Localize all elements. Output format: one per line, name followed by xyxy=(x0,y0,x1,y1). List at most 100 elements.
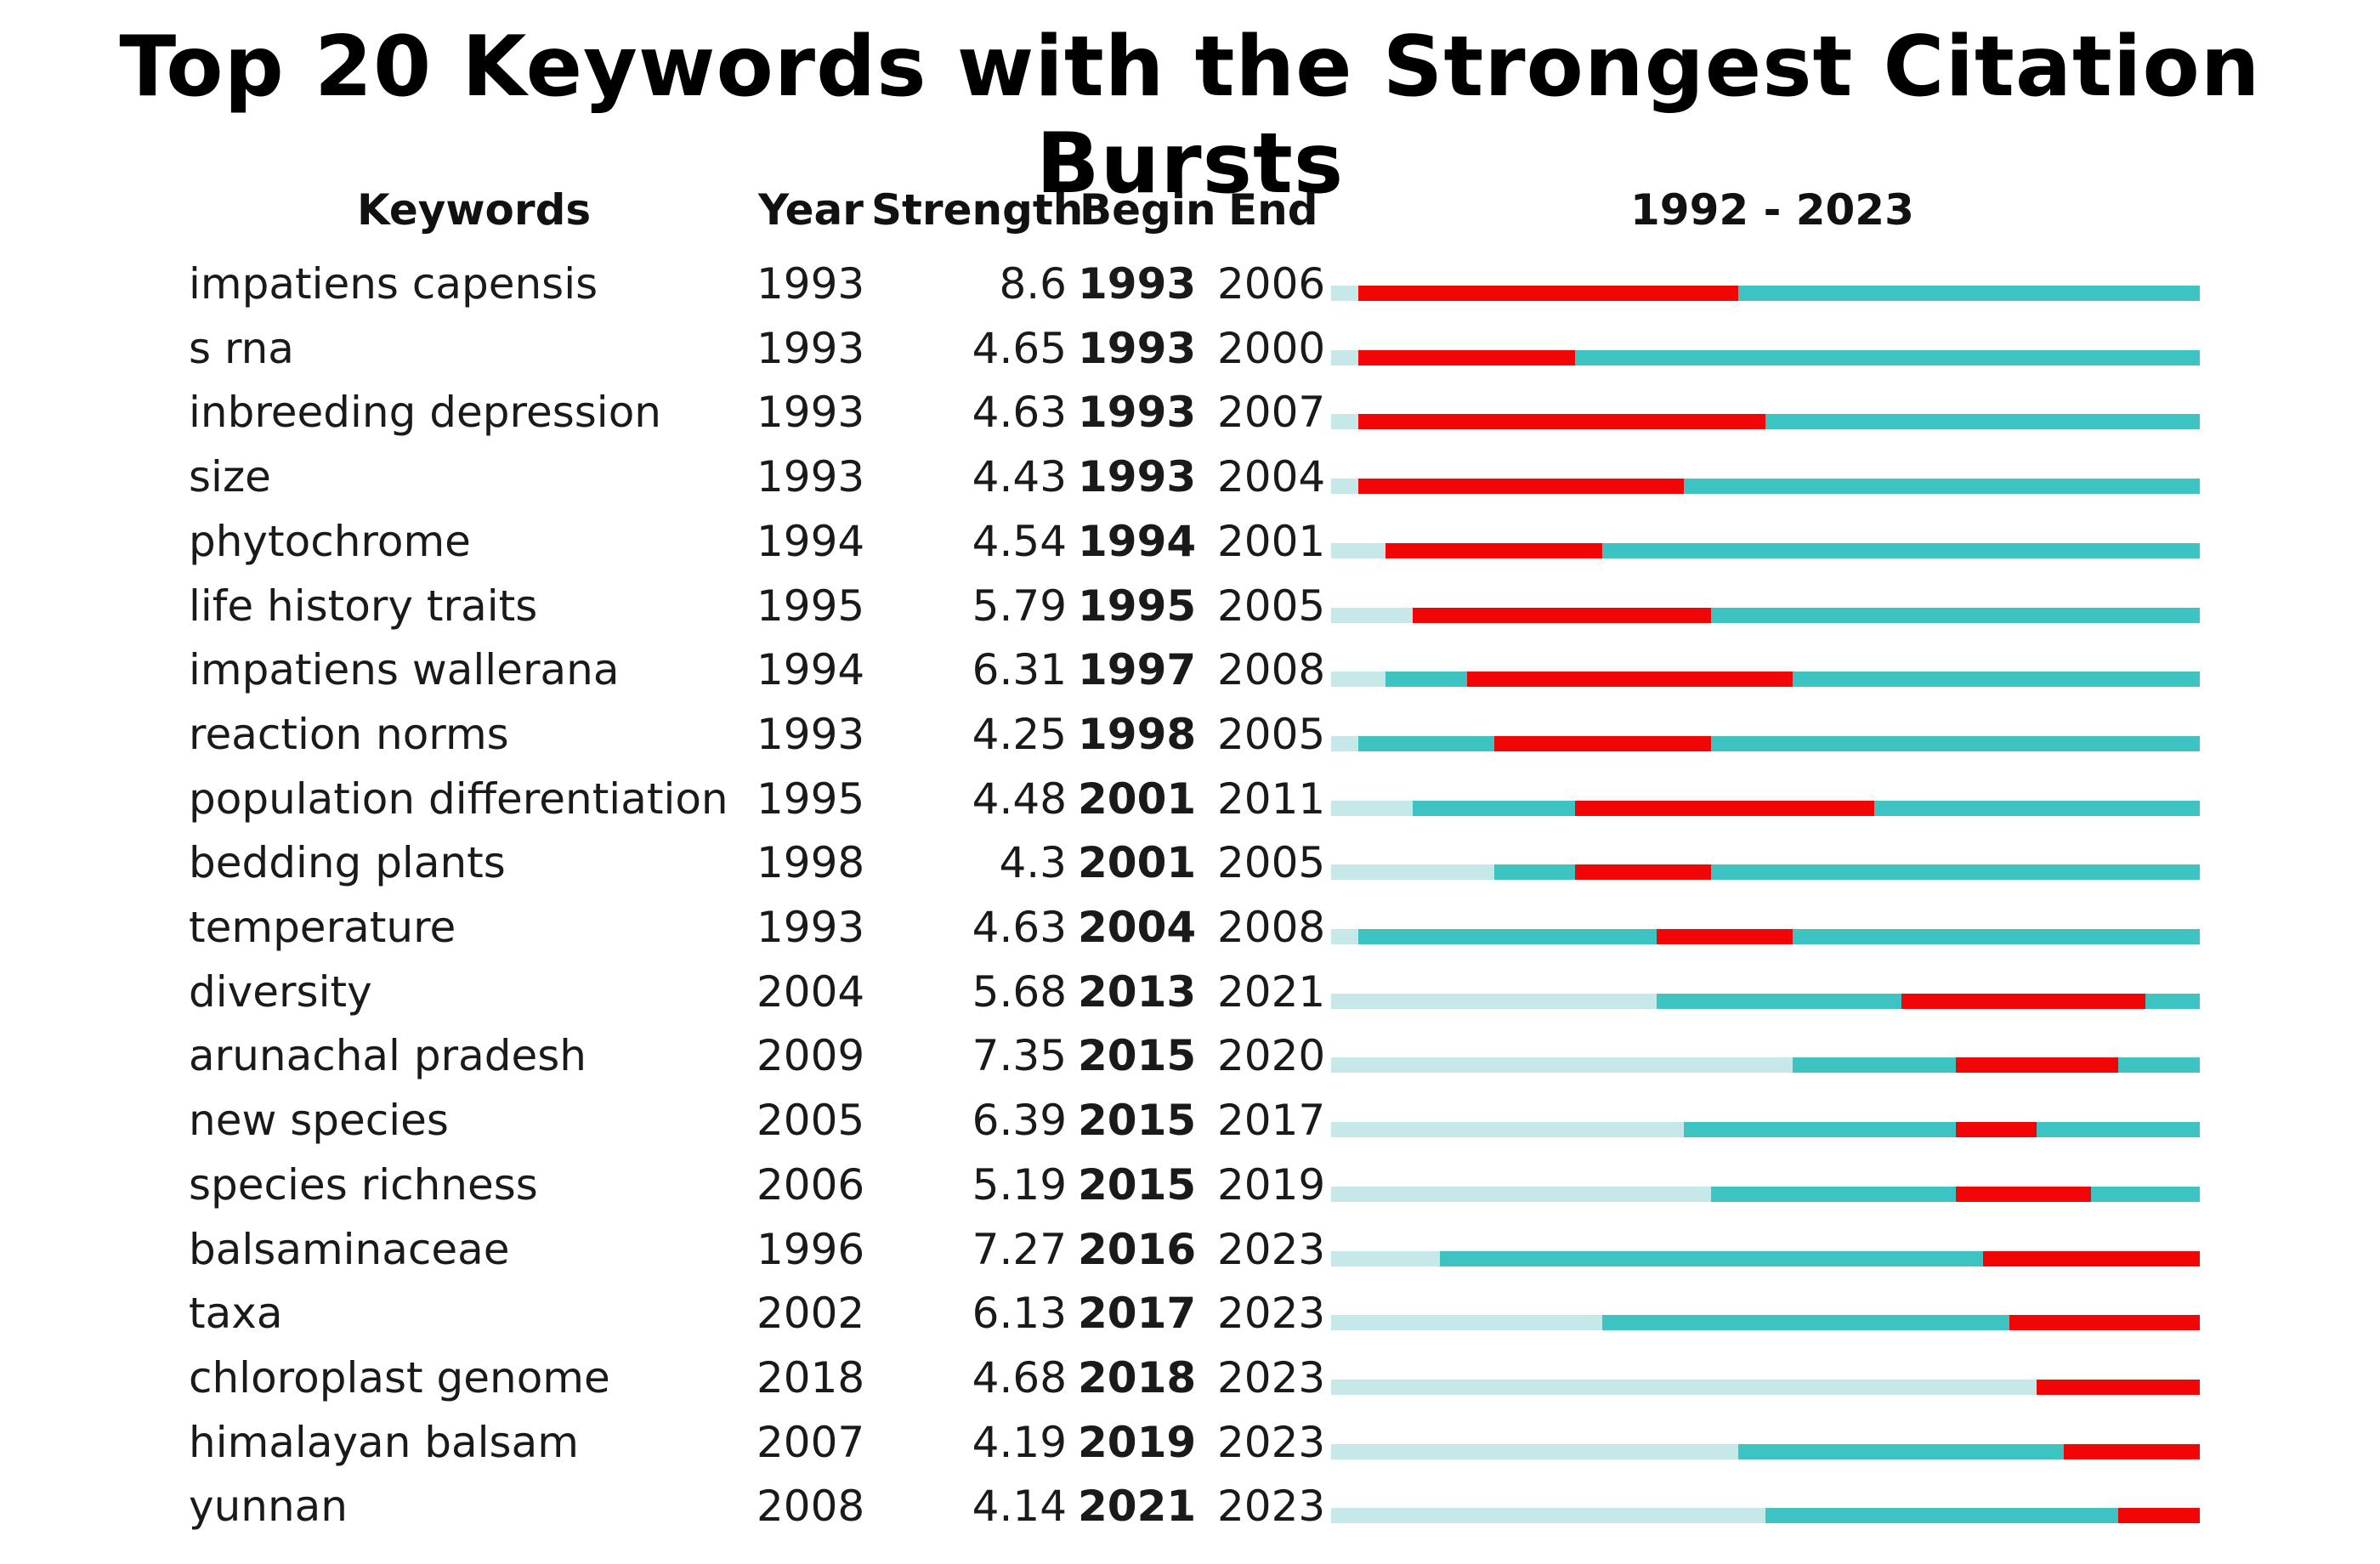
table-row: new species 2005 6.39 2015 2017 xyxy=(0,1088,2380,1153)
burst-segment xyxy=(1385,542,1603,558)
year-value: 1994 xyxy=(756,516,865,566)
begin-year: 2015 xyxy=(1078,1096,1197,1146)
end-year: 2023 xyxy=(1217,1224,1326,1274)
begin-year: 2004 xyxy=(1078,903,1197,952)
end-year: 2019 xyxy=(1217,1159,1326,1210)
table-row: taxa 2002 6.13 2017 2023 xyxy=(0,1281,2380,1346)
begin-year: 1995 xyxy=(1078,581,1197,631)
inactive-segment xyxy=(1331,929,1358,944)
begin-year: 2021 xyxy=(1078,1482,1197,1532)
active-segment xyxy=(1684,1122,2200,1138)
burst-segment xyxy=(1955,1186,2092,1202)
header-end: End xyxy=(1228,185,1318,235)
burst-segment xyxy=(1357,479,1685,495)
table-row: reaction norms 1993 4.25 1998 2005 xyxy=(0,702,2380,767)
year-value: 2018 xyxy=(756,1352,865,1402)
inactive-segment xyxy=(1331,286,1358,301)
year-value: 1995 xyxy=(756,581,865,631)
table-row: phytochrome 1994 4.54 1994 2001 xyxy=(0,509,2380,574)
burst-timeline-track xyxy=(1331,349,2200,366)
header-year: Year xyxy=(758,185,864,235)
keyword-label: chloroplast genome xyxy=(189,1352,610,1402)
inactive-segment xyxy=(1331,1315,1603,1331)
begin-year: 1993 xyxy=(1078,452,1197,502)
inactive-segment xyxy=(1331,1057,1793,1074)
end-year: 2023 xyxy=(1217,1352,1326,1402)
table-row: himalayan balsam 2007 4.19 2019 2023 xyxy=(0,1410,2380,1475)
year-value: 1993 xyxy=(756,259,865,309)
strength-value: 6.39 xyxy=(972,1096,1067,1146)
year-value: 1993 xyxy=(756,709,865,759)
inactive-segment xyxy=(1331,672,1386,688)
begin-year: 1994 xyxy=(1078,516,1197,566)
burst-timeline-track xyxy=(1331,1443,2200,1459)
burst-timeline-track xyxy=(1331,800,2200,816)
end-year: 2005 xyxy=(1217,581,1326,631)
active-segment xyxy=(1357,735,2200,751)
keyword-label: new species xyxy=(189,1096,449,1146)
year-value: 2002 xyxy=(756,1289,865,1339)
table-row: temperature 1993 4.63 2004 2008 xyxy=(0,895,2380,960)
burst-timeline-track xyxy=(1331,1315,2200,1331)
begin-year: 2019 xyxy=(1078,1417,1197,1467)
year-value: 1994 xyxy=(756,645,865,695)
end-year: 2023 xyxy=(1217,1289,1326,1339)
inactive-segment xyxy=(1331,1379,2037,1395)
keyword-label: impatiens wallerana xyxy=(189,645,620,695)
burst-timeline-track xyxy=(1331,286,2200,301)
year-value: 1993 xyxy=(756,388,865,438)
strength-value: 4.68 xyxy=(972,1352,1067,1402)
end-year: 2011 xyxy=(1217,774,1326,824)
begin-year: 2001 xyxy=(1078,838,1197,888)
burst-segment xyxy=(1955,1057,2119,1074)
strength-value: 4.43 xyxy=(972,452,1067,502)
keyword-label: life history traits xyxy=(189,581,538,631)
year-value: 1993 xyxy=(756,323,865,373)
table-row: inbreeding depression 1993 4.63 1993 2007 xyxy=(0,380,2380,445)
keyword-label: himalayan balsam xyxy=(189,1417,579,1467)
burst-segment xyxy=(1357,349,1576,366)
keyword-label: arunachal pradesh xyxy=(189,1031,586,1081)
header-timeline-range: 1992 - 2023 xyxy=(1630,185,1914,235)
burst-timeline-track xyxy=(1331,672,2200,688)
keyword-label: species richness xyxy=(189,1159,538,1210)
table-row: arunachal pradesh 2009 7.35 2015 2020 xyxy=(0,1023,2380,1088)
burst-timeline-track xyxy=(1331,414,2200,430)
end-year: 2004 xyxy=(1217,452,1326,502)
burst-segment xyxy=(2009,1315,2200,1331)
begin-year: 1993 xyxy=(1078,259,1197,309)
burst-timeline-track xyxy=(1331,1508,2200,1524)
header-keywords: Keywords xyxy=(357,185,592,235)
burst-timeline-track xyxy=(1331,1250,2200,1266)
active-segment xyxy=(1765,1508,2200,1524)
inactive-segment xyxy=(1331,1186,1712,1202)
burst-timeline-track xyxy=(1331,735,2200,751)
keyword-label: inbreeding depression xyxy=(189,388,661,438)
inactive-segment xyxy=(1331,735,1358,751)
year-value: 2007 xyxy=(756,1417,865,1467)
keyword-label: size xyxy=(189,452,271,502)
burst-segment xyxy=(1357,414,1765,430)
keyword-label: yunnan xyxy=(189,1482,348,1532)
inactive-segment xyxy=(1331,414,1358,430)
burst-timeline-track xyxy=(1331,479,2200,495)
begin-year: 2013 xyxy=(1078,966,1197,1017)
end-year: 2021 xyxy=(1217,966,1326,1017)
keyword-label: reaction norms xyxy=(189,709,509,759)
inactive-segment xyxy=(1331,1122,1685,1138)
year-value: 2006 xyxy=(756,1159,865,1210)
end-year: 2001 xyxy=(1217,516,1326,566)
keyword-label: impatiens capensis xyxy=(189,259,598,309)
begin-year: 2015 xyxy=(1078,1031,1197,1081)
table-row: balsaminaceae 1996 7.27 2016 2023 xyxy=(0,1217,2380,1282)
keyword-label: temperature xyxy=(189,903,456,952)
end-year: 2017 xyxy=(1217,1096,1326,1146)
table-row: population differentiation 1995 4.48 2001 20… xyxy=(0,767,2380,831)
inactive-segment xyxy=(1331,349,1358,366)
begin-year: 2015 xyxy=(1078,1159,1197,1210)
table-row: s rna 1993 4.65 1993 2000 xyxy=(0,316,2380,381)
keyword-label: population differentiation xyxy=(189,774,728,824)
begin-year: 1997 xyxy=(1078,645,1197,695)
inactive-segment xyxy=(1331,1443,1739,1459)
begin-year: 2016 xyxy=(1078,1224,1197,1274)
